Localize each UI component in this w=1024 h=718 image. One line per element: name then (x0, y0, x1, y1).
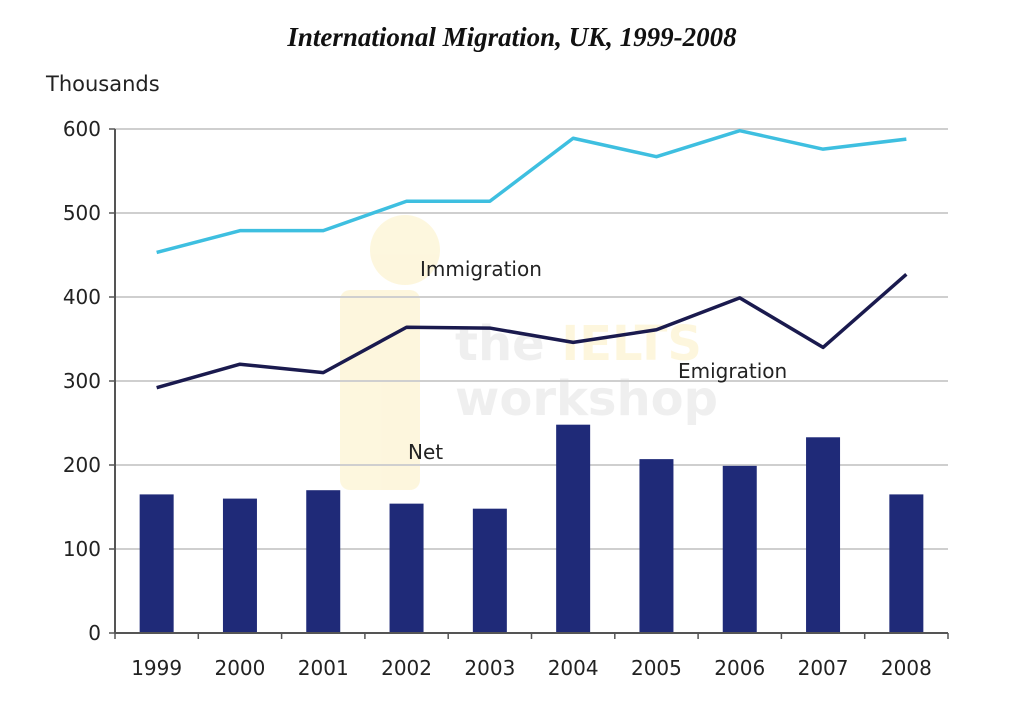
line-immigration (156, 128, 907, 255)
x-tick-label: 2003 (464, 656, 515, 680)
x-tick-label: 2002 (381, 656, 432, 680)
series-label-net: Net (408, 440, 443, 464)
y-tick-label: 500 (63, 201, 101, 225)
series-label-emigration: Emigration (678, 359, 787, 383)
chart-title: International Migration, UK, 1999-2008 (287, 22, 737, 52)
x-tick-label: 2007 (798, 656, 849, 680)
svg-text:the IELTS: the IELTS (455, 316, 702, 372)
y-tick-label: 200 (63, 453, 101, 477)
x-tick-label: 1999 (131, 656, 182, 680)
y-tick-label: 300 (63, 369, 101, 393)
x-tick-label: 2005 (631, 656, 682, 680)
y-tick-label: 0 (88, 621, 101, 645)
series-label-immigration: Immigration (420, 257, 542, 281)
x-tick-label: 2008 (881, 656, 932, 680)
bar-net-2006 (722, 465, 757, 633)
y-tick-label: 400 (63, 285, 101, 309)
bar-net-2000 (222, 498, 257, 633)
bar-net-2005 (639, 459, 674, 633)
y-tick-label: 100 (63, 537, 101, 561)
bar-net-2003 (472, 508, 507, 633)
x-tick-label: 2001 (298, 656, 349, 680)
bar-net-2007 (806, 437, 841, 633)
line-emigration (156, 273, 908, 390)
bar-net-2004 (556, 424, 591, 633)
bar-net-2001 (306, 490, 341, 633)
bar-net-1999 (139, 494, 174, 633)
y-axis-unit-label: Thousands (46, 72, 160, 96)
x-tick-label: 2000 (214, 656, 265, 680)
x-tick-label: 2006 (714, 656, 765, 680)
x-tick-label: 2004 (548, 656, 599, 680)
bar-net-2008 (889, 494, 924, 633)
bar-net-2002 (389, 503, 424, 633)
y-tick-label: 600 (63, 117, 101, 141)
